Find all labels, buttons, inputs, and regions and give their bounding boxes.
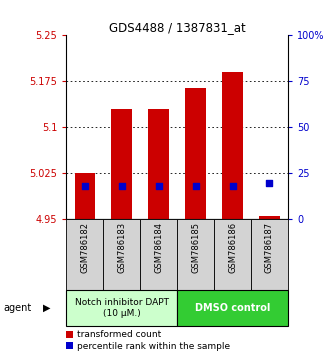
Bar: [103, 219, 140, 290]
Bar: [214, 219, 251, 290]
Point: [156, 183, 161, 189]
Bar: [222, 72, 243, 219]
Text: GSM786185: GSM786185: [191, 222, 200, 273]
Text: GSM786187: GSM786187: [265, 222, 274, 273]
Title: GDS4488 / 1387831_at: GDS4488 / 1387831_at: [109, 21, 246, 34]
Bar: [259, 216, 280, 219]
Bar: [148, 109, 169, 219]
Bar: [112, 109, 132, 219]
Text: agent: agent: [3, 303, 31, 313]
Legend: transformed count, percentile rank within the sample: transformed count, percentile rank withi…: [66, 330, 230, 351]
Bar: [177, 219, 214, 290]
Point: [267, 180, 272, 185]
Bar: [177, 290, 288, 326]
Bar: [140, 219, 177, 290]
Text: GSM786183: GSM786183: [117, 222, 126, 273]
Bar: [251, 219, 288, 290]
Bar: [74, 173, 95, 219]
Bar: [66, 290, 177, 326]
Point: [119, 183, 124, 189]
Bar: [185, 87, 206, 219]
Text: GSM786184: GSM786184: [154, 222, 163, 273]
Text: GSM786186: GSM786186: [228, 222, 237, 273]
Text: Notch inhibitor DAPT
(10 μM.): Notch inhibitor DAPT (10 μM.): [75, 298, 168, 318]
Point: [230, 183, 235, 189]
Bar: [66, 219, 103, 290]
Text: GSM786182: GSM786182: [80, 222, 89, 273]
Point: [193, 183, 198, 189]
Text: ▶: ▶: [43, 303, 51, 313]
Point: [82, 183, 87, 189]
Text: DMSO control: DMSO control: [195, 303, 270, 313]
